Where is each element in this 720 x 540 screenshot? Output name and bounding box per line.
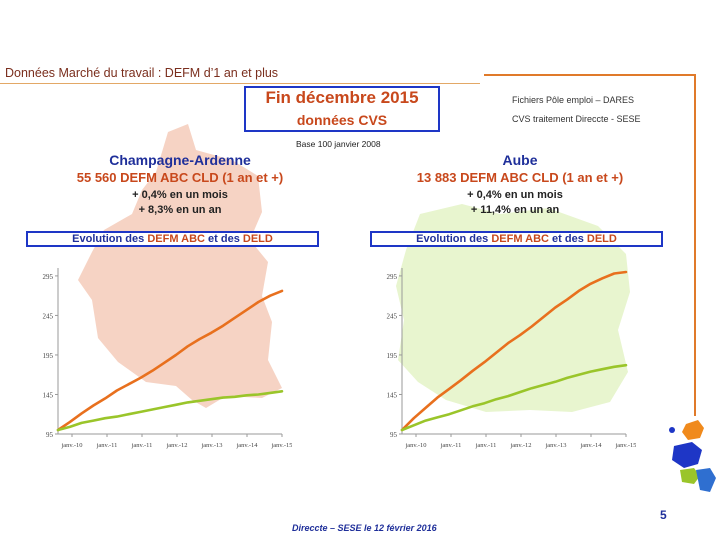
legend-deld: DELD (242, 233, 273, 245)
headline-box (244, 86, 440, 132)
panel-2-chart: 295 245 195 145 95 janv.-10 janv.-11 janv.-11 ja… (387, 268, 636, 449)
x-tick-label: janv.-15 (270, 442, 292, 449)
logo-piece-blue-small (696, 468, 716, 492)
panel-1-change-year: + 8,3% en un an (138, 204, 222, 216)
departements-logo (669, 420, 716, 492)
series-deld-line (56, 390, 284, 432)
legend-defm: DEFM ABC (147, 233, 205, 245)
x-tick-label: janv.-13 (544, 442, 566, 449)
series-defm-line (56, 289, 284, 432)
page-number: 5 (660, 508, 667, 522)
x-tick-label: janv.-11 (131, 442, 153, 449)
panel-2-change-year: + 11,4% en un an (470, 204, 560, 216)
x-tick-label: janv.-11 (440, 442, 462, 449)
y-tick-label: 195 (387, 352, 398, 360)
legend-defm: DEFM ABC (491, 233, 549, 245)
champagne-ardenne-map (78, 124, 282, 408)
footer: Direccte – SESE le 12 février 2016 (292, 523, 437, 533)
y-tick-label: 295 (43, 273, 54, 281)
y-tick-label: 145 (43, 391, 54, 399)
legend-text: et des (548, 233, 587, 245)
x-tick-label: janv.-14 (235, 442, 258, 449)
logo-dot (669, 427, 675, 433)
x-tick-label: janv.-15 (614, 442, 636, 449)
y-tick-label: 95 (46, 431, 54, 439)
logo-piece-orange (682, 420, 704, 440)
right-divider-top (484, 74, 696, 76)
logo-piece-blue (672, 442, 702, 468)
panel-2-region: Aube (502, 152, 538, 168)
x-tick-label: janv.-12 (165, 442, 187, 449)
source-line-1: Fichiers Pôle emploi – DARES (512, 95, 635, 105)
legend-text: Evolution des (416, 233, 492, 245)
slide-title: Données Marché du travail : DEFM d’1 an … (5, 66, 279, 80)
panel-1-region: Champagne-Ardenne (109, 152, 251, 168)
y-tick-label: 295 (387, 273, 398, 281)
y-tick-label: 245 (43, 312, 54, 320)
panel-1-defm: 55 560 DEFM ABC CLD (1 an et +) (76, 170, 284, 185)
legend-text: Evolution des (72, 233, 148, 245)
y-tick-label: 145 (387, 391, 398, 399)
x-tick-label: janv.-11 (96, 442, 118, 449)
title-divider (0, 83, 480, 84)
logo-piece-green (680, 468, 700, 484)
panel-1-chart: 295 245 195 145 95 janv.-10 janv.-11 janv.-11 ja… (43, 268, 292, 449)
aube-map (396, 204, 630, 412)
x-tick-label: janv.-11 (475, 442, 497, 449)
series-defm-line (400, 270, 628, 432)
panel-1-chart-title: Evolution des DEFM ABC et des DELD (26, 231, 319, 247)
headline: Fin décembre 2015 (265, 88, 419, 107)
source-line-2: CVS traitement Direccte - SESE (512, 114, 641, 124)
base-note: Base 100 janvier 2008 (296, 139, 381, 149)
legend-deld: DELD (586, 233, 617, 245)
y-tick-label: 195 (43, 352, 54, 360)
right-divider-side (694, 74, 696, 416)
y-tick-label: 95 (390, 431, 398, 439)
headline-sub: données CVS (296, 112, 388, 128)
x-tick-label: janv.-12 (509, 442, 531, 449)
y-tick-label: 245 (387, 312, 398, 320)
x-tick-label: janv.-13 (200, 442, 222, 449)
panel-1-change-month: + 0,4% en un mois (132, 189, 228, 201)
x-tick-label: janv.-10 (404, 442, 426, 449)
panel-2-change-month: + 0,4% en un mois (467, 189, 563, 201)
x-tick-label: janv.-10 (60, 442, 82, 449)
panel-2-chart-title: Evolution des DEFM ABC et des DELD (370, 231, 663, 247)
x-tick-label: janv.-14 (579, 442, 602, 449)
panel-2-defm: 13 883 DEFM ABC CLD (1 an et +) (416, 170, 624, 185)
legend-text: et des (204, 233, 243, 245)
series-deld-line (400, 363, 628, 432)
